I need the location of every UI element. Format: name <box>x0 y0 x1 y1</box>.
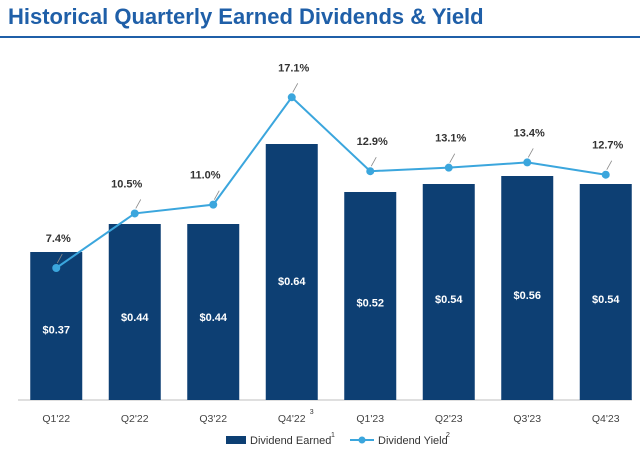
yield-line <box>55 95 606 269</box>
bar-7 <box>579 184 632 400</box>
legend-sup-dividend-yield: 2 <box>446 432 450 439</box>
x-tick-6: Q3'23 <box>513 413 541 425</box>
bar-value-label-6: $0.56 <box>513 290 541 302</box>
bar-2 <box>187 224 240 400</box>
yield-leader-4 <box>370 157 377 167</box>
x-tick-sup-3: 3 <box>310 409 314 416</box>
x-tick-4: Q1'23 <box>356 413 384 425</box>
x-tick-7: Q4'23 <box>592 413 620 425</box>
legend-swatch-dividend-earned <box>226 436 246 444</box>
legend-label-dividend-earned: Dividend Earned <box>250 435 331 447</box>
bar-5 <box>422 184 475 400</box>
yield-point-7 <box>601 170 610 179</box>
bar-4 <box>344 192 397 400</box>
yield-value-label-5: 13.1% <box>435 133 466 145</box>
yield-leader-7 <box>606 160 613 170</box>
yield-value-label-2: 11.0% <box>190 170 221 182</box>
bar-1 <box>108 224 161 400</box>
yield-value-label-0: 7.4% <box>46 233 71 245</box>
yield-point-1 <box>130 209 139 218</box>
bar-3 <box>265 144 318 400</box>
yield-point-6 <box>523 158 532 167</box>
yield-point-3 <box>287 93 296 102</box>
legend-swatch-marker-dividend-yield <box>358 436 366 444</box>
yield-leader-3 <box>292 83 299 93</box>
yield-line-group: 7.4% 10.5% 11.0% 17.1% 12.9% 13.1% 13.4% 12.7% <box>46 62 624 272</box>
x-tick-2: Q3'22 <box>199 413 227 425</box>
bar-value-label-2: $0.44 <box>199 312 227 324</box>
yield-point-4 <box>366 167 375 176</box>
bar-value-label-4: $0.52 <box>356 297 384 309</box>
yield-leader-0 <box>56 253 63 264</box>
yield-point-5 <box>444 163 453 172</box>
bar-value-label-1: $0.44 <box>121 312 149 324</box>
legend-label-dividend-yield: Dividend Yield <box>378 435 448 447</box>
yield-point-2 <box>209 200 218 209</box>
page-title: Historical Quarterly Earned Dividends & … <box>8 4 484 29</box>
x-tick-3: Q4'22 <box>278 413 306 425</box>
legend-sup-dividend-earned: 1 <box>331 432 335 439</box>
yield-value-label-4: 12.9% <box>357 136 388 148</box>
bars-group: $0.37 $0.44 $0.44 $0.64 $0.52 $0.54 $0.56 $0.54 <box>30 144 632 400</box>
x-tick-1: Q2'22 <box>121 413 149 425</box>
yield-leader-2 <box>213 190 220 200</box>
yield-value-label-7: 12.7% <box>592 140 623 152</box>
bar-value-label-0: $0.37 <box>42 324 70 336</box>
title-rule <box>0 36 640 38</box>
yield-leader-5 <box>449 153 456 163</box>
bar-6 <box>501 176 554 400</box>
yield-value-label-6: 13.4% <box>514 127 545 139</box>
x-tick-labels: Q1'22 Q2'22 Q3'22 Q4'22 3 Q1'23 Q2'23 Q3'23 Q4'2… <box>42 409 619 425</box>
bar-value-label-7: $0.54 <box>592 294 620 306</box>
yield-value-label-1: 10.5% <box>111 178 142 190</box>
bar-value-label-5: $0.54 <box>435 294 463 306</box>
bar-0 <box>30 252 83 400</box>
x-tick-0: Q1'22 <box>42 413 70 425</box>
x-tick-5: Q2'23 <box>435 413 463 425</box>
yield-leader-1 <box>135 199 142 209</box>
yield-point-0 <box>52 264 61 272</box>
legend: Dividend Earned 1 Dividend Yield 2 <box>226 432 450 447</box>
yield-value-label-3: 17.1% <box>278 62 309 74</box>
bar-value-label-3: $0.64 <box>278 276 306 288</box>
yield-leader-6 <box>527 148 534 158</box>
